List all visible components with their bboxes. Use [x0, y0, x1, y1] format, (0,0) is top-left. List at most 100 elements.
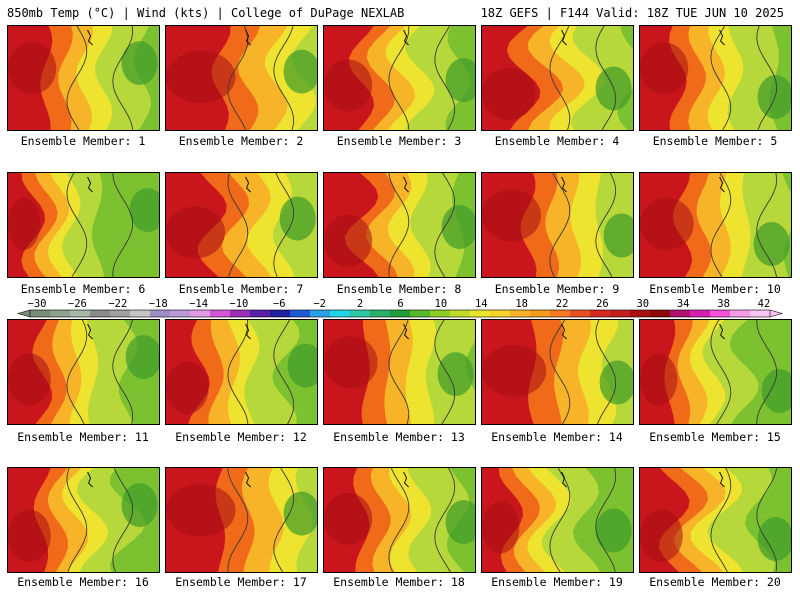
coastline: [403, 471, 409, 488]
ensemble-member-map: [481, 467, 634, 573]
ensemble-member-map: [165, 172, 318, 278]
colorbar-tick-label: 34: [677, 298, 690, 310]
member-caption: Ensemble Member: 19: [491, 575, 623, 589]
coastline: [403, 29, 409, 46]
colorbar-swatch: [710, 310, 731, 317]
coastline: [245, 471, 251, 488]
colorbar-tick-label: −14: [189, 298, 208, 310]
temperature-field: [640, 173, 791, 277]
member-caption: Ensemble Member: 20: [649, 575, 781, 589]
height-contour: [710, 26, 732, 130]
member-caption: Ensemble Member: 12: [175, 430, 307, 444]
temperature-field: [482, 468, 633, 572]
colorbar-tick-label: 2: [357, 298, 363, 310]
height-contour: [112, 468, 134, 572]
ensemble-member-map: [639, 172, 792, 278]
colorbar-swatch: [450, 310, 471, 317]
coastline: [245, 323, 251, 340]
colorbar-swatch: [190, 310, 211, 317]
height-contour: [549, 173, 571, 277]
height-contour: [756, 320, 778, 424]
colorbar-tick-label: −10: [229, 298, 248, 310]
member-caption: Ensemble Member: 3: [336, 134, 462, 148]
ensemble-member-map: [481, 172, 634, 278]
height-contour: [595, 173, 617, 277]
colorbar-swatch: [270, 310, 291, 317]
colorbar-low-arrow: [16, 309, 31, 318]
colorbar-swatch: [150, 310, 171, 317]
ensemble-member-map: [481, 25, 634, 131]
height-contour: [434, 173, 456, 277]
height-contour: [66, 468, 88, 572]
colorbar-swatch: [90, 310, 111, 317]
height-contour: [273, 173, 295, 277]
ensemble-member-map: [7, 319, 160, 425]
colorbar-tick-label: 26: [596, 298, 609, 310]
height-contour: [595, 320, 617, 424]
colorbar-swatch: [210, 310, 231, 317]
coastline: [245, 29, 251, 46]
temperature-field: [482, 26, 633, 130]
colorbar-swatch: [310, 310, 331, 317]
colorbar-swatch: [330, 310, 351, 317]
height-contour: [549, 26, 571, 130]
height-contour: [710, 320, 732, 424]
colorbar-swatch: [610, 310, 631, 317]
height-contour: [388, 320, 410, 424]
colorbar-tick-label: 30: [636, 298, 649, 310]
coastline: [403, 176, 409, 193]
ensemble-member-map: [323, 25, 476, 131]
height-contour: [227, 468, 249, 572]
colorbar-swatch: [730, 310, 751, 317]
height-contour: [710, 468, 732, 572]
member-caption: Ensemble Member: 13: [333, 430, 465, 444]
colorbar-swatch: [550, 310, 571, 317]
colorbar-swatch: [690, 310, 711, 317]
height-contour: [756, 26, 778, 130]
height-contour: [66, 320, 88, 424]
colorbar-swatch: [30, 310, 51, 317]
temperature-field: [482, 173, 633, 277]
member-caption: Ensemble Member: 8: [336, 282, 462, 296]
ensemble-member-map: [7, 467, 160, 573]
coastline: [87, 471, 93, 488]
temperature-field: [8, 320, 159, 424]
temperature-field: [166, 26, 317, 130]
colorbar-swatch: [110, 310, 131, 317]
colorbar-tick-label: 18: [515, 298, 528, 310]
coastline: [719, 176, 725, 193]
ensemble-member-map: [323, 467, 476, 573]
temperature-field: [166, 173, 317, 277]
map-title: 850mb Temp (°C) | Wind (kts) | College o…: [7, 6, 405, 20]
coastline: [719, 471, 725, 488]
coastline: [87, 29, 93, 46]
colorbar-tick-label: 42: [758, 298, 771, 310]
temperature-field: [482, 320, 633, 424]
height-contour: [112, 320, 134, 424]
colorbar-tick-label: −30: [28, 298, 47, 310]
temperature-field: [324, 468, 475, 572]
colorbar-swatch: [390, 310, 411, 317]
coastline: [719, 323, 725, 340]
colorbar-tick-label: 10: [435, 298, 448, 310]
coastline: [719, 29, 725, 46]
colorbar-swatch: [250, 310, 271, 317]
colorbar-swatch: [70, 310, 91, 317]
height-contour: [434, 320, 456, 424]
height-contour: [273, 468, 295, 572]
member-caption: Ensemble Member: 18: [333, 575, 465, 589]
colorbar-swatch: [130, 310, 151, 317]
temperature-field: [324, 320, 475, 424]
height-contour: [66, 173, 88, 277]
ensemble-member-map: [165, 467, 318, 573]
colorbar-tick-label: −26: [68, 298, 87, 310]
colorbar-swatch: [290, 310, 311, 317]
member-caption: Ensemble Member: 9: [494, 282, 620, 296]
height-contour: [595, 26, 617, 130]
height-contour: [434, 26, 456, 130]
member-caption: Ensemble Member: 15: [649, 430, 781, 444]
coastline: [403, 323, 409, 340]
ensemble-member-map: [323, 319, 476, 425]
height-contour: [756, 468, 778, 572]
colorbar-swatch: [430, 310, 451, 317]
